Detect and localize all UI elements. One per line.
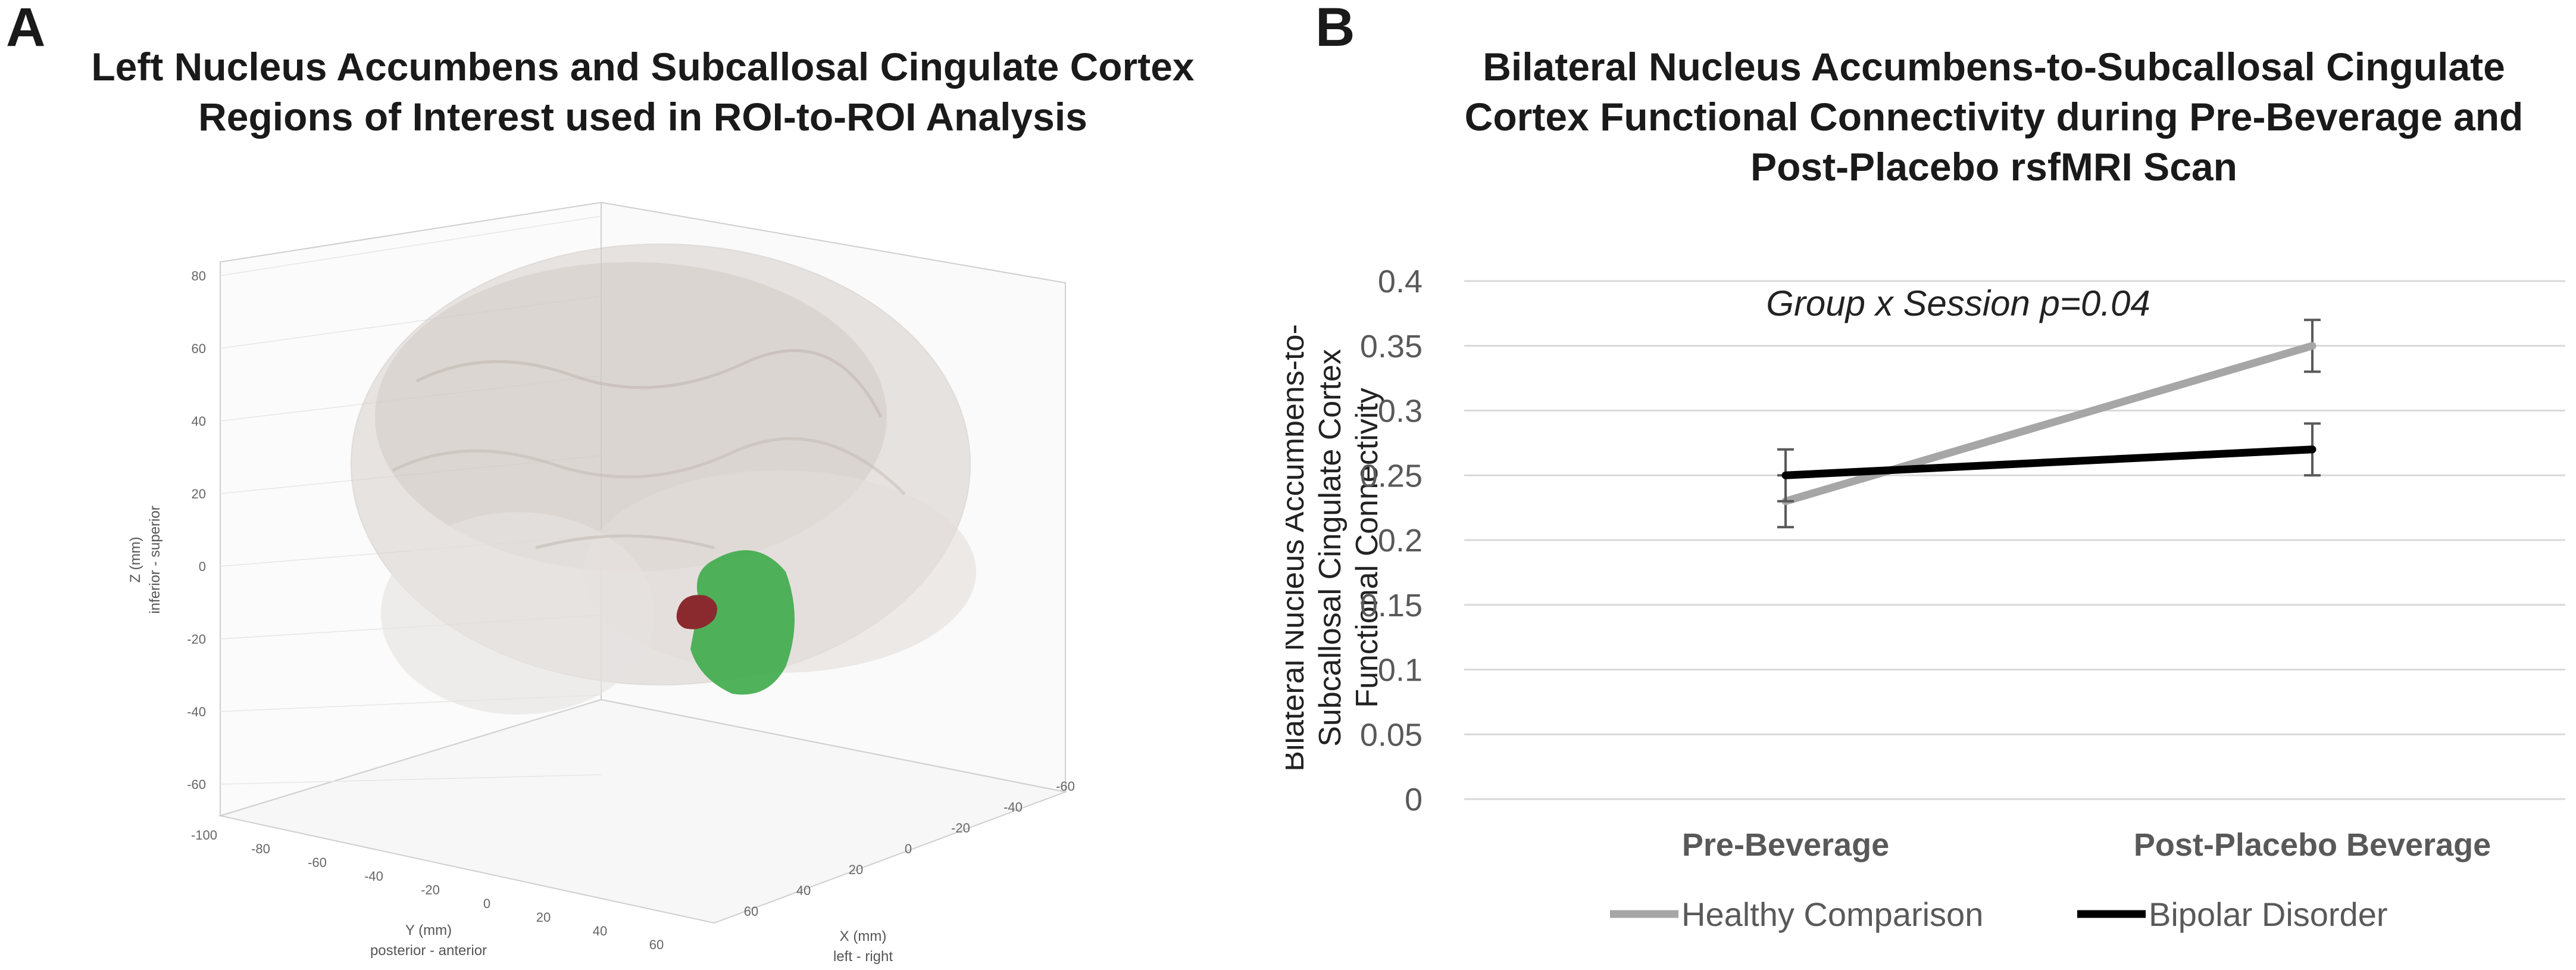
z-axis-label: Z (mm) <box>127 537 143 582</box>
x-axis-label: X (mm) <box>840 928 887 944</box>
panel-a-title: Left Nucleus Accumbens and Subcallosal C… <box>24 42 1262 142</box>
y-tick-label: 0 <box>1405 782 1423 818</box>
chart-gridlines <box>1464 280 2565 800</box>
brain-surface <box>351 244 976 715</box>
panel-b-title-line-2: Cortex Functional Connectivity during Pr… <box>1464 95 2524 139</box>
nucleus-accumbens-roi <box>676 595 717 629</box>
y-axis-title-line-3: Functional Connectivity <box>1350 388 1384 708</box>
z-tick-label: 0 <box>199 559 206 574</box>
y-tick-label: 0.35 <box>1360 329 1423 364</box>
panel-a-title-line-1: Left Nucleus Accumbens and Subcallosal C… <box>91 45 1195 89</box>
y-tick-label: -40 <box>364 869 383 884</box>
legend-item: Healthy Comparison <box>1610 896 1983 933</box>
chart-series <box>1777 319 2321 529</box>
legend-label: Healthy Comparison <box>1681 896 1983 933</box>
y-tick-label: 0.05 <box>1360 717 1423 753</box>
z-tick-label: 60 <box>192 341 206 356</box>
y-tick-label: 0.25 <box>1360 458 1423 494</box>
x-tick-label: -20 <box>951 821 970 835</box>
x-axis-ticks: 60 40 20 0 -20 -40 -60 <box>744 779 1075 919</box>
chart-legend: Healthy Comparison Bipolar Disorder <box>1610 896 2388 933</box>
panel-a-letter: A <box>6 0 46 58</box>
x-tick-label: Post-Placebo Beverage <box>2134 827 2491 863</box>
connectivity-line-chart: Bilateral Nucleus Accumbens-to- Subcallo… <box>1286 264 2565 933</box>
y-tick-label: 0.15 <box>1360 588 1423 623</box>
panel-a: A Left Nucleus Accumbens and Subcallosal… <box>0 0 1286 970</box>
series-bipolar-disorder <box>1777 422 2321 503</box>
brain-3d-plot: 80 60 40 20 0 -20 -40 -60 -100 -80 -60 -40 -20 0 20 40… <box>127 201 1075 965</box>
series-line <box>1781 445 2316 479</box>
y-tick-label: 0.3 <box>1378 394 1423 429</box>
legend-label: Bipolar Disorder <box>2149 896 2388 933</box>
chart-annotation: Group x Session p=0.04 <box>1766 283 2150 323</box>
series-line <box>1781 342 2316 506</box>
z-gridline <box>220 216 602 276</box>
y-tick-label: 60 <box>649 937 664 952</box>
y-axis-title: Bilateral Nucleus Accumbens-to- Subcallo… <box>1286 324 1384 771</box>
x-tick-label: -40 <box>1003 800 1023 815</box>
y-tick-label: 0.2 <box>1378 523 1423 559</box>
y-tick-label: 0 <box>483 896 490 911</box>
x-tick-label: 40 <box>796 883 811 898</box>
z-axis-ticks: 80 60 40 20 0 -20 -40 -60 <box>187 269 206 792</box>
legend-item: Bipolar Disorder <box>2077 896 2388 933</box>
chart-x-ticks: Pre-Beverage Post-Placebo Beverage <box>1682 827 2491 863</box>
y-tick-label: -80 <box>251 841 270 856</box>
y-tick-label: 0.1 <box>1378 653 1423 688</box>
y-tick-label: -20 <box>421 882 440 897</box>
panel-b-title-line-3: Post-Placebo rsfMRI Scan <box>1750 145 2237 189</box>
z-tick-label: -20 <box>187 632 206 647</box>
y-axis-sublabel: posterior - anterior <box>370 943 487 959</box>
panel-a-title-line-2: Regions of Interest used in ROI-to-ROI A… <box>198 95 1087 139</box>
panel-b-letter: B <box>1315 0 1355 58</box>
y-tick-label: -100 <box>191 828 217 843</box>
z-tick-label: 20 <box>192 486 206 501</box>
x-tick-label: Pre-Beverage <box>1682 827 1889 863</box>
panel-b-title: Bilateral Nucleus Accumbens-to-Subcallos… <box>1440 42 2547 192</box>
series-healthy-comparison <box>1777 319 2321 529</box>
z-tick-label: 40 <box>192 414 206 429</box>
panel-b: B Bilateral Nucleus Accumbens-to-Subcall… <box>1286 0 2576 970</box>
chart-y-ticks: 0 0.05 0.1 0.15 0.2 0.25 0.3 0.35 0.4 <box>1360 264 1423 818</box>
y-axis-label: Y (mm) <box>405 922 452 938</box>
y-tick-label: 20 <box>536 910 551 925</box>
z-gridline <box>220 774 602 785</box>
y-tick-label: 40 <box>593 924 607 938</box>
y-tick-label: -60 <box>308 855 327 870</box>
z-tick-label: -60 <box>187 777 206 792</box>
y-tick-label: 0.4 <box>1378 264 1423 300</box>
x-tick-label: 0 <box>905 841 912 856</box>
z-axis-sublabel: inferior - superior <box>147 506 163 613</box>
y-axis-title-line-2: Subcallosal Cingulate Cortex <box>1313 349 1348 747</box>
z-tick-label: -40 <box>187 704 206 719</box>
subcallosal-cingulate-roi <box>690 550 795 695</box>
z-tick-label: 80 <box>192 269 206 283</box>
x-tick-label: 20 <box>849 862 863 877</box>
y-axis-title-line-1: Bilateral Nucleus Accumbens-to- <box>1286 324 1311 771</box>
x-tick-label: -60 <box>1056 779 1075 794</box>
x-axis-sublabel: left - right <box>833 949 893 965</box>
panel-b-title-line-1: Bilateral Nucleus Accumbens-to-Subcallos… <box>1483 45 2505 89</box>
y-axis-ticks: -100 -80 -60 -40 -20 0 20 40 60 <box>191 828 664 952</box>
x-tick-label: 60 <box>744 904 758 919</box>
